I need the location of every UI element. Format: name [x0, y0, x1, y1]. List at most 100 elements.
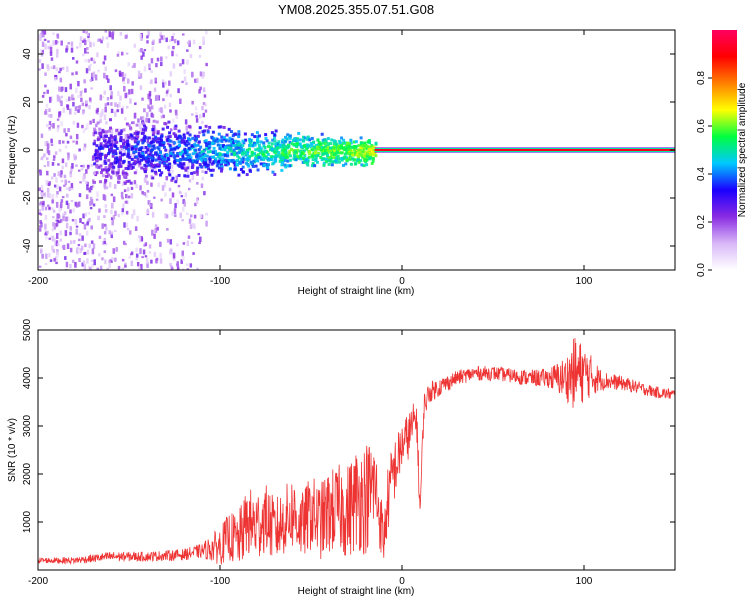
signal-cell — [304, 158, 308, 162]
noise-cell — [53, 173, 56, 177]
noise-cell — [159, 31, 162, 35]
signal-cell — [359, 143, 363, 147]
colorbar-tick-label: 0.6 — [696, 119, 707, 133]
signal-cell — [280, 148, 284, 152]
noise-cell — [77, 243, 81, 247]
noise-cell — [155, 258, 158, 264]
signal-cell — [345, 150, 349, 154]
signal-cell — [147, 160, 151, 164]
signal-cell — [152, 131, 156, 135]
noise-cell — [112, 248, 115, 253]
noise-cell — [124, 262, 127, 265]
signal-cell — [151, 176, 155, 180]
noise-cell — [120, 108, 124, 114]
noise-cell — [44, 262, 48, 266]
noise-cell — [39, 213, 43, 216]
noise-cell — [55, 194, 59, 198]
noise-cell — [98, 253, 101, 257]
signal-cell — [149, 156, 153, 160]
noise-cell — [82, 164, 85, 168]
signal-cell — [131, 121, 135, 125]
signal-cell — [105, 134, 109, 138]
noise-cell — [48, 237, 52, 240]
signal-cell — [248, 139, 252, 143]
noise-cell — [96, 191, 99, 198]
noise-cell — [150, 165, 153, 169]
noise-cell — [70, 200, 74, 203]
signal-cell — [280, 168, 284, 172]
signal-cell — [374, 154, 378, 158]
signal-cell — [129, 126, 133, 130]
signal-cell — [187, 142, 191, 146]
noise-cell — [95, 198, 99, 201]
noise-cell — [124, 264, 127, 268]
signal-cell — [297, 156, 301, 160]
noise-cell — [161, 185, 165, 191]
signal-cell — [95, 171, 99, 175]
noise-cell — [70, 47, 74, 53]
signal-cell — [285, 156, 289, 160]
noise-cell — [101, 241, 105, 246]
signal-cell — [186, 131, 190, 135]
noise-cell — [111, 202, 114, 206]
signal-cell — [102, 136, 106, 140]
signal-cell — [93, 162, 97, 166]
noise-cell — [106, 42, 110, 48]
signal-cell — [368, 141, 372, 145]
noise-cell — [168, 187, 172, 192]
noise-cell — [86, 184, 89, 191]
signal-cell — [153, 163, 157, 167]
signal-cell — [280, 143, 284, 147]
noise-cell — [150, 182, 153, 187]
noise-cell — [161, 79, 165, 84]
noise-cell — [139, 185, 142, 191]
noise-cell — [58, 148, 62, 152]
noise-cell — [126, 227, 130, 231]
noise-cell — [82, 175, 85, 182]
noise-cell — [116, 104, 120, 108]
signal-cell — [257, 149, 261, 153]
signal-cell — [111, 170, 115, 174]
noise-cell — [139, 73, 143, 79]
signal-cell — [232, 141, 236, 145]
signal-cell — [124, 171, 128, 175]
signal-cell — [234, 139, 238, 143]
noise-cell — [181, 268, 185, 270]
noise-cell — [79, 42, 82, 48]
noise-cell — [66, 104, 70, 111]
noise-cell — [170, 265, 173, 269]
noise-cell — [90, 87, 93, 90]
noise-cell — [57, 163, 60, 166]
noise-cell — [55, 54, 59, 58]
x-tick-label: -200 — [28, 576, 48, 587]
signal-cell — [104, 144, 108, 148]
noise-cell — [52, 65, 56, 70]
signal-cell — [103, 154, 107, 158]
noise-cell — [64, 145, 68, 149]
noise-cell — [164, 135, 168, 138]
signal-cell — [177, 159, 181, 163]
noise-cell — [156, 94, 159, 101]
noise-cell — [46, 143, 50, 149]
signal-cell — [122, 142, 126, 146]
noise-cell — [169, 109, 172, 113]
signal-cell — [218, 143, 222, 147]
noise-cell — [121, 105, 125, 109]
signal-cell — [196, 134, 200, 138]
signal-cell — [165, 163, 169, 167]
signal-cell — [283, 163, 287, 167]
noise-cell — [126, 133, 129, 140]
noise-cell — [169, 71, 173, 77]
signal-cell — [363, 158, 367, 162]
signal-cell — [239, 168, 243, 172]
signal-cell — [99, 171, 103, 175]
signal-cell — [191, 136, 195, 140]
noise-cell — [172, 252, 176, 259]
signal-cell — [95, 158, 99, 162]
signal-cell — [198, 152, 202, 156]
signal-cell — [165, 159, 169, 163]
noise-cell — [42, 31, 45, 38]
noise-cell — [130, 88, 134, 95]
signal-cell — [359, 136, 363, 140]
signal-cell — [224, 158, 228, 162]
